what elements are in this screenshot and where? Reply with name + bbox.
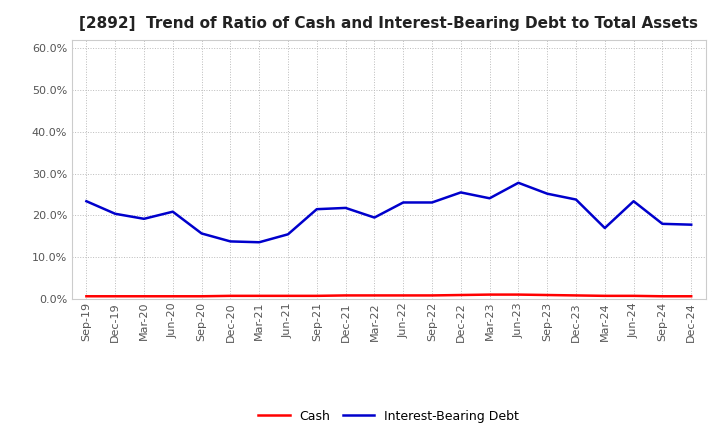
Interest-Bearing Debt xyxy=(111,211,120,216)
Cash xyxy=(687,293,696,299)
Interest-Bearing Debt xyxy=(629,198,638,204)
Cash xyxy=(543,292,552,297)
Interest-Bearing Debt xyxy=(572,197,580,202)
Cash xyxy=(341,293,350,298)
Interest-Bearing Debt xyxy=(82,198,91,204)
Interest-Bearing Debt xyxy=(658,221,667,227)
Interest-Bearing Debt xyxy=(226,239,235,244)
Cash xyxy=(255,293,264,298)
Cash xyxy=(226,293,235,298)
Cash xyxy=(197,293,206,299)
Interest-Bearing Debt xyxy=(341,205,350,211)
Cash xyxy=(514,292,523,297)
Line: Cash: Cash xyxy=(86,295,691,296)
Interest-Bearing Debt xyxy=(456,190,465,195)
Interest-Bearing Debt xyxy=(255,240,264,245)
Interest-Bearing Debt xyxy=(543,191,552,196)
Cash xyxy=(82,293,91,299)
Interest-Bearing Debt xyxy=(197,231,206,236)
Interest-Bearing Debt xyxy=(428,200,436,205)
Cash xyxy=(485,292,494,297)
Cash xyxy=(428,293,436,298)
Interest-Bearing Debt xyxy=(485,196,494,201)
Interest-Bearing Debt xyxy=(687,222,696,227)
Interest-Bearing Debt xyxy=(284,231,292,237)
Cash xyxy=(140,293,148,299)
Cash xyxy=(600,293,609,298)
Cash xyxy=(658,293,667,299)
Cash xyxy=(168,293,177,299)
Cash xyxy=(284,293,292,298)
Interest-Bearing Debt xyxy=(312,206,321,212)
Cash xyxy=(399,293,408,298)
Cash xyxy=(370,293,379,298)
Interest-Bearing Debt xyxy=(600,225,609,231)
Cash xyxy=(111,293,120,299)
Interest-Bearing Debt xyxy=(168,209,177,214)
Cash xyxy=(629,293,638,298)
Title: [2892]  Trend of Ratio of Cash and Interest-Bearing Debt to Total Assets: [2892] Trend of Ratio of Cash and Intere… xyxy=(79,16,698,32)
Cash xyxy=(312,293,321,298)
Line: Interest-Bearing Debt: Interest-Bearing Debt xyxy=(86,183,691,242)
Cash xyxy=(572,293,580,298)
Legend: Cash, Interest-Bearing Debt: Cash, Interest-Bearing Debt xyxy=(253,405,524,428)
Interest-Bearing Debt xyxy=(514,180,523,185)
Interest-Bearing Debt xyxy=(399,200,408,205)
Cash xyxy=(456,292,465,297)
Interest-Bearing Debt xyxy=(370,215,379,220)
Interest-Bearing Debt xyxy=(140,216,148,221)
